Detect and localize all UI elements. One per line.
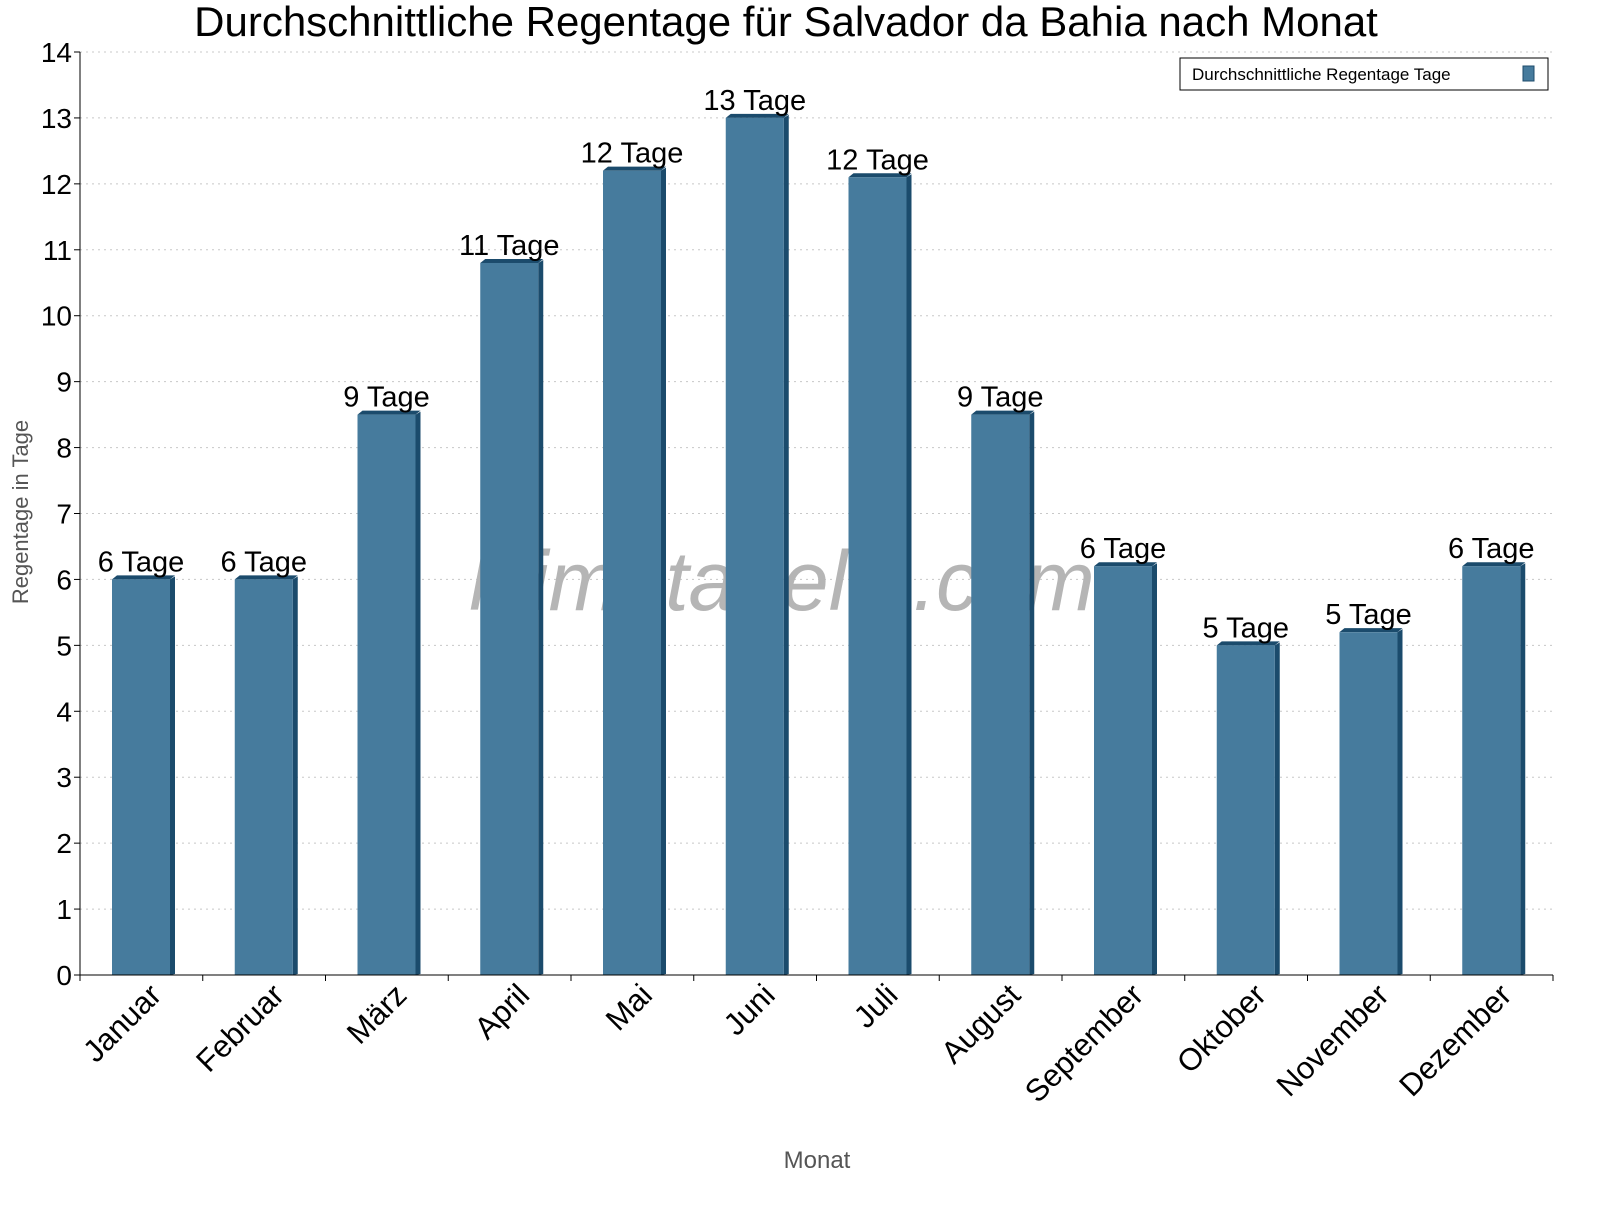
data-label: 11 Tage [459, 230, 560, 262]
bar-side [538, 259, 544, 975]
bar-top [1339, 628, 1403, 633]
x-tick-label: November [1270, 977, 1396, 1103]
bar [1339, 632, 1398, 975]
bar-side [906, 174, 912, 975]
bar-side [1152, 563, 1157, 975]
bar-group: 5 Tage [1202, 612, 1289, 975]
bar-group: 6 Tage [1448, 533, 1535, 975]
bar-side [415, 411, 421, 975]
data-label: 5 Tage [1325, 599, 1412, 631]
bar-group: 9 Tage [343, 382, 430, 975]
y-tick-label: 11 [43, 235, 72, 266]
bar-side [783, 114, 789, 975]
x-tick-label: Mai [599, 977, 659, 1037]
data-label: 6 Tage [1448, 533, 1535, 565]
bar [603, 170, 661, 975]
bar-top [1094, 562, 1157, 567]
y-tick-label: 12 [41, 169, 72, 200]
bar-top [725, 113, 789, 118]
y-tick-label: 7 [56, 499, 72, 530]
bar-group: 6 Tage [220, 546, 307, 975]
x-tick-label: September [1018, 977, 1150, 1109]
bar-side [1029, 411, 1035, 975]
bar-top [1216, 641, 1280, 646]
legend-label: Durchschnittliche Regentage Tage [1192, 65, 1451, 84]
bar-side [292, 576, 298, 975]
x-tick-label: Februar [189, 977, 291, 1079]
data-label: 6 Tage [1080, 533, 1167, 565]
bar-group: 6 Tage [1080, 533, 1167, 975]
bar-top [357, 410, 421, 415]
y-tick-label: 0 [56, 960, 72, 991]
bar-group: 12 Tage [581, 138, 684, 975]
bar-group: 11 Tage [459, 230, 560, 975]
data-label: 6 Tage [220, 546, 307, 578]
legend-box [1179, 57, 1549, 91]
y-tick-label: 5 [56, 630, 72, 661]
bar-group: 9 Tage [957, 382, 1044, 975]
bars: 6 Tage 6 Tage 9 Tage 11 Tage 12 Tage 13 Tage 1… [98, 85, 1535, 975]
bar-top [1462, 562, 1526, 567]
bar-side [1397, 629, 1403, 975]
y-tick-label: 10 [41, 301, 72, 332]
data-label: 12 Tage [826, 144, 929, 176]
bar-side [1274, 642, 1280, 975]
x-tick-label: März [340, 977, 413, 1050]
data-label: 13 Tage [703, 85, 806, 117]
bar-top [234, 575, 298, 580]
bar-side [170, 576, 175, 975]
bar-top [480, 258, 544, 263]
bar-top [603, 166, 666, 171]
bar-group: 6 Tage [98, 546, 185, 975]
data-label: 6 Tage [98, 546, 185, 578]
bar-top [112, 575, 175, 580]
bar-group: 5 Tage [1325, 599, 1412, 975]
y-tick-label: 2 [56, 828, 72, 859]
x-tick-label: April [468, 977, 537, 1046]
bar [480, 262, 539, 975]
data-label: 9 Tage [957, 382, 1044, 414]
x-tick-label: Oktober [1170, 977, 1273, 1080]
bar [357, 414, 416, 975]
y-axis-label: Regentage in Tage [8, 420, 33, 604]
bar [848, 177, 907, 975]
y-tick-label: 6 [56, 564, 72, 595]
data-label: 12 Tage [581, 138, 684, 170]
x-tick-label: Januar [76, 977, 168, 1069]
chart-title: Durchschnittliche Regentage für Salvador… [194, 0, 1378, 45]
bar-group: 12 Tage [826, 144, 929, 975]
y-tick-label: 4 [56, 696, 72, 727]
y-tick-label: 3 [56, 762, 72, 793]
bar [725, 117, 784, 975]
bar [1462, 566, 1521, 975]
bar [1216, 645, 1275, 975]
x-tick-label: Juni [717, 977, 782, 1042]
x-tick-label: August [934, 977, 1027, 1070]
bar-group: 13 Tage [703, 85, 806, 975]
bar [1094, 566, 1152, 975]
y-tick-label: 14 [41, 37, 72, 68]
bar-side [661, 167, 666, 975]
y-tick-label: 13 [41, 103, 72, 134]
bar-side [1520, 563, 1526, 975]
y-tick-label: 8 [56, 433, 72, 464]
legend: Durchschnittliche Regentage Tage [1179, 57, 1549, 91]
data-label: 9 Tage [343, 382, 430, 414]
y-tick-label: 9 [56, 367, 72, 398]
bar [971, 414, 1030, 975]
data-label: 5 Tage [1202, 612, 1289, 644]
bar-top [971, 410, 1035, 415]
x-tick-label: Dezember [1392, 977, 1518, 1103]
bar [112, 579, 170, 975]
y-tick-label: 1 [56, 894, 72, 925]
gridlines [80, 51, 1553, 910]
bar [234, 579, 293, 975]
legend-swatch [1522, 65, 1535, 82]
x-axis-label: Monat [784, 1147, 851, 1174]
x-tick-label: Juli [847, 977, 905, 1035]
bar-top [848, 173, 912, 178]
